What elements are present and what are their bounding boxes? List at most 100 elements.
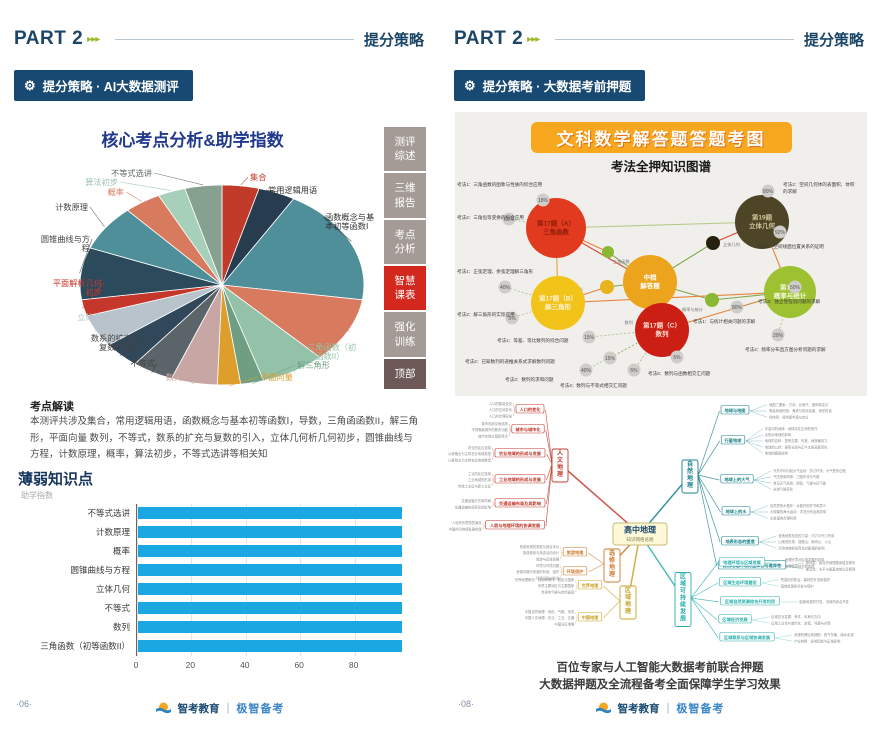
network-node <box>635 303 689 357</box>
network-edge <box>557 291 791 304</box>
page-number: ·06· <box>16 699 33 709</box>
sidebar-tab[interactable]: 三维 报告 <box>384 173 426 218</box>
mindmap-branch-char: 修 <box>608 556 616 564</box>
part-title: PART 2 <box>454 28 524 49</box>
graph-banner: 文科数学解答题答题考图 <box>530 122 792 153</box>
mindmap-center-box <box>612 522 668 546</box>
mindmap-branch-line <box>588 552 605 565</box>
mindmap-topic-label: 环境保护 <box>567 568 584 575</box>
mindmap-topic-box <box>720 435 746 445</box>
pie-leader-line <box>265 189 278 193</box>
mindmap-leaf-line <box>775 637 793 642</box>
mindmap-center-title: 高中地理 <box>624 525 656 535</box>
pie-chart: 集合常用逻辑用语函数概念与基本初等函数Ⅰ导数三角函数（初等函数II）解三角形平面… <box>41 168 374 387</box>
kaofa-label: 考法3：数列的求和问题 <box>505 376 554 383</box>
network-node-label: 解三角形 <box>545 302 572 311</box>
mindmap-leaf-line <box>491 500 495 505</box>
network-small-node-label: 数列 <box>625 319 633 326</box>
mindmap-topic-box <box>719 577 761 587</box>
pie-leader-line <box>119 181 172 191</box>
mindmap-topic-label: 地球上的水 <box>726 508 748 515</box>
kaofa-label: 的求解 <box>783 188 797 195</box>
pie-slice-label: 导数 <box>337 304 353 314</box>
percent-bubble <box>730 300 744 314</box>
sidebar-tab-active[interactable]: 智慧 课表 <box>384 266 426 311</box>
percent-bubble <box>603 351 617 365</box>
pie-slice-label: 不等式选讲 <box>111 168 152 178</box>
mindmap-branch-char: 文 <box>556 456 564 464</box>
mindmap-topic-box <box>562 547 588 557</box>
mindmap-leaf-label: 中国人文地理：农业、工业、交通 <box>525 615 575 620</box>
page-header: PART 2 ▸▸▸ 提分策略 <box>454 28 864 50</box>
kaofa-label: 考法1：三角函数的图象与性质的综合应用 <box>457 181 543 188</box>
mindmap-branch-char: 人 <box>557 449 564 457</box>
bottom-caption: 百位专家与人工智能大数据考前联合押题 大数据押题及全流程备考全面保障学生学习效果 <box>440 660 880 695</box>
mindmap-leaf-label: 人地关系思想的演变 <box>452 520 482 525</box>
page-right: PART 2 ▸▸▸ 提分策略 ⚙ 提分策略 · 大数据考前押题 文科数学解答题… <box>440 0 880 750</box>
mindmap-leaf-label: 冷热不均引起大气运动：热力环流、大气受热过程 <box>773 468 846 473</box>
pie-leader-line <box>119 337 143 357</box>
mindmap-leaf-line <box>765 559 783 564</box>
bar <box>138 564 402 576</box>
pie-leader-line <box>229 376 259 387</box>
mindmap-branch-char: 域 <box>680 580 686 588</box>
network-small-node <box>602 246 614 258</box>
mindmap-leaf-label: 环境与环境问题 <box>536 563 560 568</box>
percent-bubble <box>773 225 787 239</box>
mindmap-leaf-label: 以种植业为主的农业地域类型 <box>448 451 492 456</box>
sidebar-tab[interactable]: 测评 综述 <box>384 127 426 172</box>
mindmap-leaf-line <box>491 447 495 455</box>
network-node-label: 解答题 <box>640 281 660 290</box>
pie-slice-label: 初步 <box>86 287 102 297</box>
mindmap-branch-char: 区 <box>680 573 686 581</box>
gridline <box>245 504 247 656</box>
pie-slice-label: 程 <box>82 244 90 253</box>
network-node-label: 第17题（B） <box>539 293 577 302</box>
pie-slice-label: 数系的扩充与 <box>91 333 140 343</box>
network-node <box>526 198 586 258</box>
mindmap-topic-label: 地表形态的塑造 <box>725 538 755 545</box>
bar-category-label: 计数原理 <box>95 527 130 537</box>
mindmap-leaf-line <box>745 428 763 442</box>
mindmap-leaf-line <box>750 511 769 519</box>
page-left: PART 2 ▸▸▸ 提分策略 ⚙ 提分策略 · AI大数据测评 核心考点分析&… <box>0 28 440 716</box>
mindmap-leaf-line <box>491 479 495 487</box>
mindmap-leaf-label: 宇宙中的地球：地球存在生命的条件 <box>765 426 818 431</box>
mindmap-leaf-label: 太阳对地球的影响 <box>765 432 792 437</box>
section-title: 提分策略 <box>363 31 424 49</box>
mindmap-topic-box <box>720 474 754 484</box>
mindmap-leaf-line <box>574 579 578 587</box>
weak-points-subtitle: 助学指数 <box>21 491 53 500</box>
header-rule <box>555 38 794 40</box>
network-node-label: 中档 <box>644 272 658 281</box>
pie-slice-label: 复数的引入 <box>99 342 140 352</box>
badge-label: 提分策略 · AI大数据测评 <box>42 80 179 94</box>
footer-logo: 智考教育 | 极智备考 <box>0 700 440 716</box>
part-title: PART 2 <box>14 28 84 49</box>
mindmap-leaf-line <box>786 562 804 567</box>
mindmap-leaf-label: 旅游规划与旅游活动设计 <box>523 550 560 555</box>
sidebar-tab[interactable]: 顶部 <box>384 358 426 389</box>
gear-icon: ⚙ <box>24 78 36 93</box>
mindmap-leaf-line <box>574 611 578 619</box>
sidebar-tab[interactable]: 强化 训练 <box>384 312 426 357</box>
mindmap-branch-char: 地 <box>625 600 631 608</box>
brand-divider: | <box>666 702 670 714</box>
bar-category-label: 数列 <box>112 622 130 632</box>
mindmap-leaf-label: 气压带和风带：三圈环流与气候 <box>773 474 820 479</box>
reading-title: 考点解读 <box>30 401 74 413</box>
mindmap-leaf-line <box>745 440 763 448</box>
mindmap-leaf-line <box>761 579 779 584</box>
mindmap-branch-line <box>603 600 621 619</box>
mindmap-topic-box <box>721 506 751 516</box>
bar <box>138 507 402 519</box>
pie-slice-label: 解三角形 <box>297 360 330 370</box>
percent-bubble-label: 5% <box>508 316 516 322</box>
mindmap-topic-label: 人口的变化 <box>519 406 542 413</box>
gear-icon: ⚙ <box>464 78 476 93</box>
sidebar-tab[interactable]: 考点 分析 <box>384 219 426 265</box>
network-node-label: 数列 <box>656 329 670 338</box>
mindmap-leaf-label: 世界地理概况：陆地和海洋、居民与国家 <box>515 577 575 582</box>
network-node <box>764 266 816 318</box>
